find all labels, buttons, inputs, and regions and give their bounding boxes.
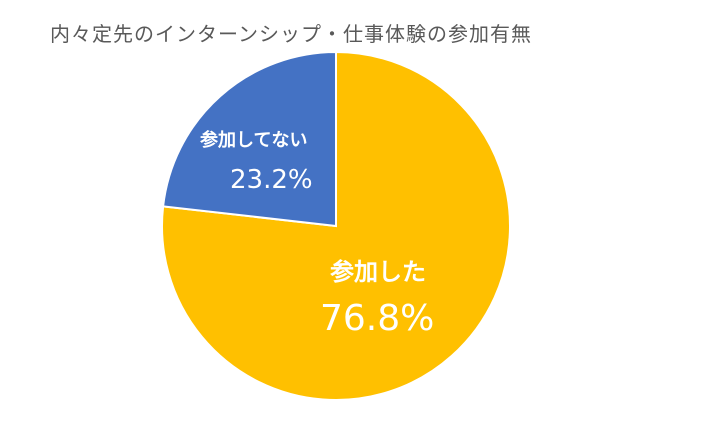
pie-slice-2 [162,50,337,228]
slice-label-2: 参加してない [200,129,307,151]
slice-value-2: 23.2% [230,165,313,195]
slice-label-1: 参加した [330,258,426,286]
slice-value-1: 76.8% [320,298,434,339]
chart-title: 内々定先のインターンシップ・仕事体験の参加有無 [50,22,532,46]
